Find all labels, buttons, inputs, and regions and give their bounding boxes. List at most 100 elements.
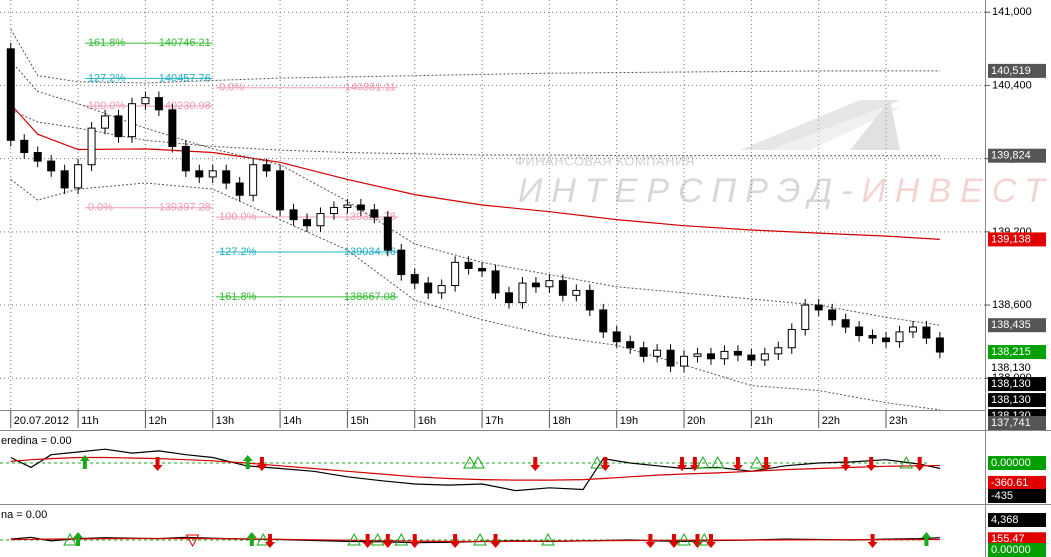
fib-price-label: 140381.11 xyxy=(345,82,396,94)
x-tick-label: 11h xyxy=(81,415,99,427)
candle-body xyxy=(585,289,594,311)
candle-body xyxy=(451,261,460,287)
logo-shape xyxy=(770,108,900,150)
signal-sell xyxy=(600,457,611,472)
candle-body xyxy=(518,282,527,304)
candle-body xyxy=(20,139,29,154)
signal-sell xyxy=(256,457,267,472)
signal-buy xyxy=(246,532,257,547)
x-tick-label: 14h xyxy=(283,415,301,427)
candle-body xyxy=(87,127,96,166)
candle-body xyxy=(154,97,163,111)
fib-level-label: 100.0% xyxy=(88,100,126,112)
signal-sell xyxy=(867,534,878,549)
x-tick-label: 16h xyxy=(418,415,436,427)
x-tick-label: 12h xyxy=(148,415,166,427)
candle-body xyxy=(908,326,917,333)
candle-body xyxy=(545,280,554,288)
price-tag-label: 138,130 xyxy=(991,362,1031,374)
price-tag-label: 137,741 xyxy=(991,417,1031,429)
signal-sell xyxy=(645,534,656,549)
price-tag xyxy=(988,543,1046,557)
indicator-line xyxy=(10,29,940,84)
signal-hollow-up xyxy=(710,455,725,469)
signal-sell xyxy=(362,534,373,549)
candle-body xyxy=(787,328,796,349)
candle-body xyxy=(74,164,83,189)
price-tag-label: 139,138 xyxy=(991,233,1031,245)
fib-level-label: 161.8% xyxy=(219,291,257,303)
price-tag xyxy=(988,232,1046,247)
candle-body xyxy=(141,97,150,105)
candle-body xyxy=(168,109,177,147)
signal-hollow-up xyxy=(63,532,77,546)
price-tag-label: 139,824 xyxy=(991,150,1031,162)
signal-sell xyxy=(490,534,501,549)
candle-body xyxy=(303,219,312,227)
signal-hollow-up xyxy=(749,455,764,469)
panel-title: eredina = 0.00 xyxy=(1,435,72,447)
price-tag xyxy=(988,489,1046,503)
fib-level-label: 0.0% xyxy=(219,82,244,94)
candle-body xyxy=(424,282,433,294)
panel-title: na = 0.00 xyxy=(1,509,47,521)
candle-body xyxy=(222,170,231,184)
candle-body xyxy=(653,349,662,357)
signal-sell xyxy=(450,534,461,549)
candle-body xyxy=(478,267,487,272)
x-tick-label: 19h xyxy=(620,415,638,427)
signal-hollow-up xyxy=(541,532,555,546)
price-tag-label: 4,368 xyxy=(991,514,1019,526)
candle-body xyxy=(935,337,944,353)
fib-price-label: 139321.78 xyxy=(344,211,396,223)
candle-body xyxy=(235,182,244,196)
fib-price-label: 140746.21 xyxy=(159,37,211,49)
indicator-line xyxy=(10,448,941,492)
signal-hollow-up xyxy=(473,532,487,546)
indicator-line xyxy=(10,60,940,326)
x-tick-label: 18h xyxy=(552,415,570,427)
fib-price-label: 140230.98 xyxy=(159,100,211,112)
candle-body xyxy=(383,216,392,251)
signal-sell xyxy=(761,457,772,472)
signal-hollow-up xyxy=(471,455,485,469)
fib-level-label: 0.0% xyxy=(88,202,113,214)
signal-buy xyxy=(73,532,84,547)
candle-body xyxy=(60,170,69,189)
price-tag xyxy=(988,456,1046,471)
candle-body xyxy=(612,331,621,343)
fib-price-label: 138667.08 xyxy=(344,291,396,303)
candle-body xyxy=(801,304,810,330)
x-tick-label: 20.07.2012 xyxy=(14,415,69,427)
candle-body xyxy=(814,304,823,311)
candle-body xyxy=(464,261,473,269)
candle-body xyxy=(437,285,446,294)
indicator-line xyxy=(10,537,940,543)
logo-shape xyxy=(740,100,900,150)
candle-body xyxy=(195,170,204,178)
signal-sell xyxy=(382,534,393,549)
candle-body xyxy=(895,331,904,343)
signal-sell xyxy=(668,534,679,549)
candle-body xyxy=(868,335,877,339)
signal-sell xyxy=(705,534,716,549)
price-tag-label: 0.00000 xyxy=(991,457,1031,469)
price-tag xyxy=(988,148,1046,163)
watermark: ФИНАНСОВАЯ КОМПАНИЯ ИНТЕРСПРЭД-ИНВЕСТ xyxy=(515,100,1045,210)
candle-body xyxy=(720,350,729,360)
price-tag xyxy=(988,377,1046,392)
candle-body xyxy=(504,292,513,304)
candle-body xyxy=(639,347,648,357)
candles xyxy=(6,42,944,373)
price-tag xyxy=(988,63,1046,78)
candle-body xyxy=(828,309,837,321)
signal-sell xyxy=(840,457,851,472)
indicator-line xyxy=(10,179,940,411)
candle-body xyxy=(370,209,379,218)
candle-body xyxy=(316,213,325,227)
signal-hollow-up xyxy=(590,455,605,469)
signal-hollow-up xyxy=(394,532,409,546)
candle-body xyxy=(289,209,298,221)
